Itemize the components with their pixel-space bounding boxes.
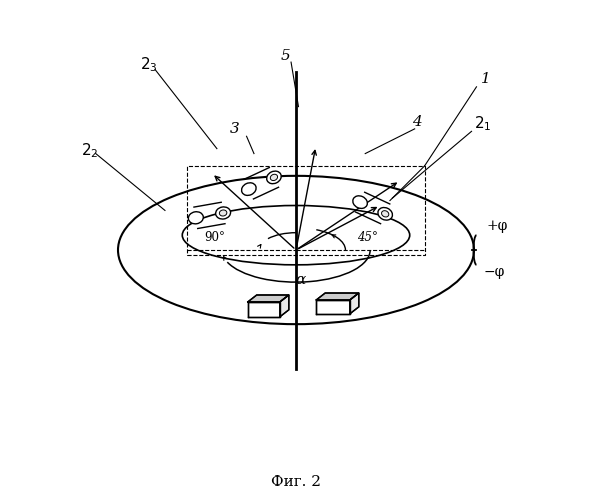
Ellipse shape xyxy=(188,212,203,224)
Polygon shape xyxy=(248,302,280,317)
Ellipse shape xyxy=(382,210,389,217)
Text: $2_3$: $2_3$ xyxy=(140,55,158,74)
Ellipse shape xyxy=(378,208,392,220)
Ellipse shape xyxy=(266,171,281,183)
Text: 1: 1 xyxy=(481,72,491,86)
Text: 5: 5 xyxy=(280,49,290,63)
Text: Фиг. 2: Фиг. 2 xyxy=(271,476,321,490)
Text: $2_1$: $2_1$ xyxy=(474,114,491,134)
Ellipse shape xyxy=(271,174,278,180)
Ellipse shape xyxy=(242,183,256,196)
Text: $2_2$: $2_2$ xyxy=(81,142,98,161)
Ellipse shape xyxy=(215,207,230,219)
Text: −φ: −φ xyxy=(484,265,505,279)
Text: α: α xyxy=(296,272,306,286)
Text: 3: 3 xyxy=(229,122,239,136)
Ellipse shape xyxy=(353,196,368,208)
Text: 90°: 90° xyxy=(204,231,225,244)
Polygon shape xyxy=(248,295,289,302)
Polygon shape xyxy=(316,293,359,300)
Polygon shape xyxy=(316,300,350,314)
Polygon shape xyxy=(350,293,359,314)
Text: +φ: +φ xyxy=(487,220,508,234)
Text: 4: 4 xyxy=(412,116,422,130)
Text: 45°: 45° xyxy=(357,231,378,244)
Polygon shape xyxy=(280,295,289,317)
Ellipse shape xyxy=(220,210,227,216)
